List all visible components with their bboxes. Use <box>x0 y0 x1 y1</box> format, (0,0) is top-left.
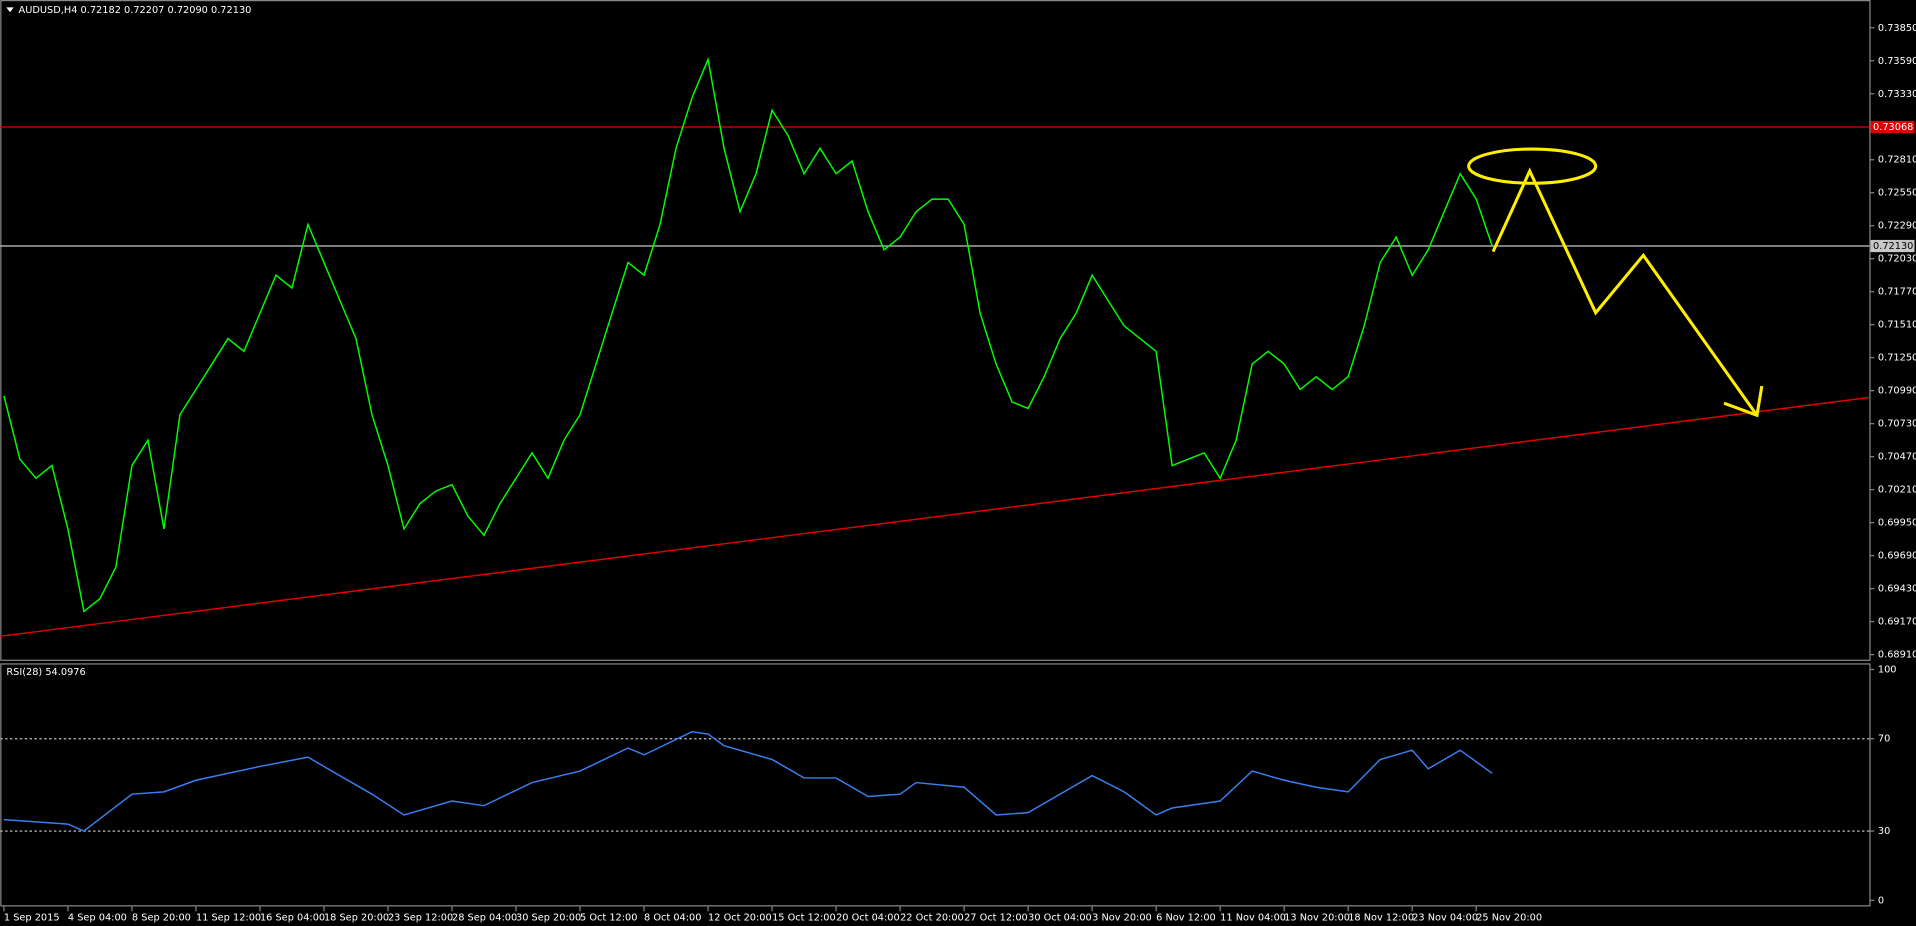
annotation-path <box>1491 167 1759 417</box>
y-tick-label: 0.71250 <box>1878 353 1916 364</box>
menu-arrow[interactable] <box>6 7 14 13</box>
y-tick-label: 0.70210 <box>1878 485 1916 496</box>
x-tick-label: 23 Sep 12:00 <box>388 912 453 923</box>
price-tag-label: 0.73068 <box>1873 122 1913 133</box>
y-tick-label: 0 <box>1878 895 1884 906</box>
annotation-arrowhead <box>1723 385 1764 418</box>
x-tick-label: 20 Oct 04:00 <box>836 912 900 923</box>
price-tag-label: 0.72130 <box>1873 241 1913 252</box>
annotation-ellipse <box>1467 147 1598 185</box>
trend-line <box>0 396 1870 637</box>
y-tick-label: 0.71770 <box>1878 287 1916 298</box>
y-tick-label: 70 <box>1878 734 1890 745</box>
y-tick-label: 0.73330 <box>1878 89 1916 100</box>
y-tick-label: 0.70730 <box>1878 419 1916 430</box>
series-line <box>3 56 1493 613</box>
y-tick-label: 0.70990 <box>1878 386 1916 397</box>
main-frame <box>0 0 1871 661</box>
y-tick-label: 0.69690 <box>1878 551 1916 562</box>
x-tick-label: 8 Sep 20:00 <box>132 912 191 923</box>
y-tick-label: 0.69430 <box>1878 584 1916 595</box>
plot-layer: 0.73850 0.73590 0.73330 0.72810 0.72550 0.722… <box>0 23 1916 923</box>
x-tick-label: 6 Nov 12:00 <box>1156 912 1216 923</box>
x-tick-label: 25 Nov 20:00 <box>1476 912 1542 923</box>
x-tick-label: 16 Sep 04:00 <box>260 912 325 923</box>
y-tick-label: 0.72810 <box>1878 155 1916 166</box>
y-tick-label: 0.69950 <box>1878 518 1916 529</box>
x-tick-label: 27 Oct 12:00 <box>964 912 1028 923</box>
x-tick-label: 11 Nov 04:00 <box>1220 912 1286 923</box>
y-tick-label: 0.69170 <box>1878 617 1916 628</box>
x-tick-label: 15 Oct 12:00 <box>772 912 836 923</box>
price-tag <box>1870 120 1915 134</box>
y-tick-label: 0.72550 <box>1878 188 1916 199</box>
y-tick-label: 100 <box>1878 664 1897 675</box>
x-tick-label: 22 Oct 20:00 <box>900 912 964 923</box>
x-tick-label: 3 Nov 20:00 <box>1092 912 1152 923</box>
rsi-title: RSI(28) 54.0976 <box>6 667 85 678</box>
y-tick-label: 0.71510 <box>1878 320 1916 331</box>
x-tick-label: 11 Sep 12:00 <box>196 912 261 923</box>
x-tick-label: 23 Nov 04:00 <box>1412 912 1478 923</box>
x-tick-label: 1 Sep 2015 <box>4 912 60 923</box>
main-title: AUDUSD,H4 0.72182 0.72207 0.72090 0.7213… <box>19 5 252 16</box>
x-tick-label: 18 Sep 20:00 <box>324 912 389 923</box>
x-tick-label: 18 Nov 12:00 <box>1348 912 1414 923</box>
price-tag <box>1870 239 1915 253</box>
annotation <box>1467 147 1764 418</box>
y-tick-label: 0.68910 <box>1878 650 1916 661</box>
x-tick-label: 4 Sep 04:00 <box>68 912 127 923</box>
y-tick-label: 0.72030 <box>1878 254 1916 265</box>
series-line <box>3 731 1493 832</box>
x-tick-label: 12 Oct 20:00 <box>708 912 772 923</box>
y-tick-label: 0.73590 <box>1878 56 1916 67</box>
rsi-frame <box>0 663 1871 907</box>
y-tick-label: 0.72290 <box>1878 221 1916 232</box>
x-tick-label: 8 Oct 04:00 <box>644 912 701 923</box>
x-tick-label: 28 Sep 04:00 <box>452 912 517 923</box>
y-tick-label: 30 <box>1878 826 1890 837</box>
y-tick-label: 0.70470 <box>1878 452 1916 463</box>
x-tick-label: 13 Nov 20:00 <box>1284 912 1350 923</box>
x-tick-label: 30 Oct 04:00 <box>1028 912 1092 923</box>
x-tick-label: 30 Sep 20:00 <box>516 912 581 923</box>
x-tick-label: 5 Oct 12:00 <box>580 912 637 923</box>
y-tick-label: 0.73850 <box>1878 23 1916 34</box>
